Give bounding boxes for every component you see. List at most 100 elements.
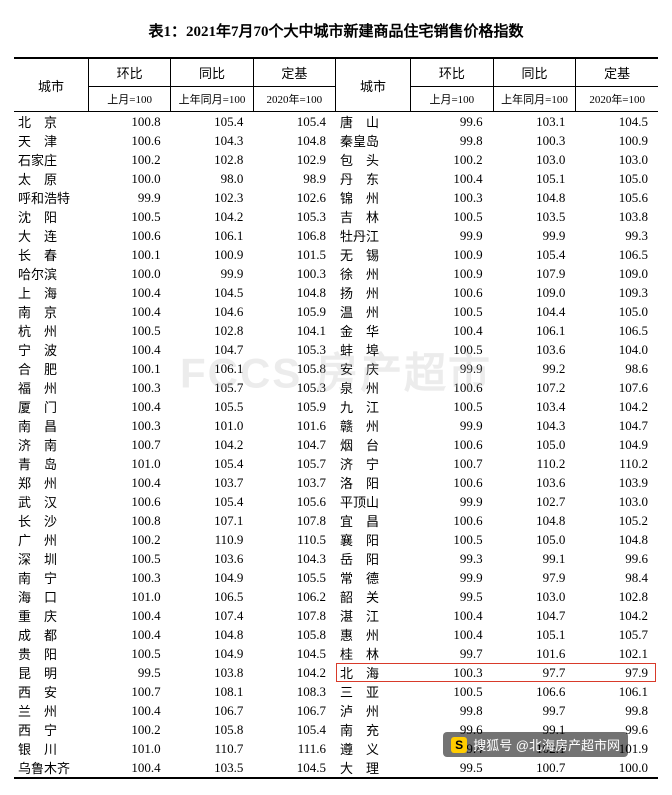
table-row: 沈 阳100.5104.2105.3 bbox=[14, 207, 336, 226]
value-cell: 104.1 bbox=[253, 323, 336, 339]
value-cell: 105.3 bbox=[253, 209, 336, 225]
value-cell: 100.0 bbox=[88, 266, 171, 282]
value-cell: 99.2 bbox=[493, 361, 576, 377]
value-cell: 100.9 bbox=[410, 247, 493, 263]
value-cell: 97.7 bbox=[493, 665, 576, 681]
city-cell: 海 口 bbox=[14, 587, 88, 606]
table-row: 北 海100.397.797.9 bbox=[336, 663, 658, 682]
city-cell: 三 亚 bbox=[336, 682, 410, 701]
value-cell: 104.7 bbox=[493, 608, 576, 624]
city-cell: 重 庆 bbox=[14, 606, 88, 625]
city-cell: 宁 波 bbox=[14, 340, 88, 359]
value-cell: 100.7 bbox=[493, 760, 576, 776]
city-cell: 岳 阳 bbox=[336, 549, 410, 568]
value-cell: 105.3 bbox=[253, 342, 336, 358]
city-cell: 大 连 bbox=[14, 226, 88, 245]
value-cell: 99.8 bbox=[410, 703, 493, 719]
value-cell: 100.4 bbox=[88, 627, 171, 643]
table-row: 南 宁100.3104.9105.5 bbox=[14, 568, 336, 587]
value-cell: 105.0 bbox=[575, 171, 658, 187]
header-fixed-right: 定基 bbox=[576, 59, 658, 87]
city-cell: 赣 州 bbox=[336, 416, 410, 435]
value-cell: 104.9 bbox=[171, 570, 254, 586]
city-cell: 太 原 bbox=[14, 169, 88, 188]
value-cell: 100.4 bbox=[410, 608, 493, 624]
value-cell: 104.8 bbox=[253, 285, 336, 301]
value-cell: 105.5 bbox=[253, 570, 336, 586]
value-cell: 100.5 bbox=[410, 209, 493, 225]
price-index-table: 城市 环比 同比 定基 上月=100 上年同月=100 2020年=100 bbox=[14, 57, 658, 779]
value-cell: 100.0 bbox=[575, 760, 658, 776]
city-cell: 南 京 bbox=[14, 302, 88, 321]
value-cell: 100.7 bbox=[88, 684, 171, 700]
value-cell: 106.8 bbox=[253, 228, 336, 244]
table-row: 西 宁100.2105.8105.4 bbox=[14, 720, 336, 739]
value-cell: 105.5 bbox=[171, 399, 254, 415]
table-row: 杭 州100.5102.8104.1 bbox=[14, 321, 336, 340]
value-cell: 101.0 bbox=[88, 589, 171, 605]
value-cell: 103.8 bbox=[575, 209, 658, 225]
value-cell: 110.5 bbox=[253, 532, 336, 548]
city-cell: 合 肥 bbox=[14, 359, 88, 378]
value-cell: 100.6 bbox=[410, 475, 493, 491]
value-cell: 104.6 bbox=[171, 304, 254, 320]
value-cell: 100.5 bbox=[410, 342, 493, 358]
value-cell: 99.9 bbox=[410, 361, 493, 377]
value-cell: 105.0 bbox=[493, 532, 576, 548]
value-cell: 97.9 bbox=[575, 665, 658, 681]
city-cell: 温 州 bbox=[336, 302, 410, 321]
table-row: 金 华100.4106.1106.5 bbox=[336, 321, 658, 340]
value-cell: 100.6 bbox=[410, 285, 493, 301]
value-cell: 99.1 bbox=[493, 551, 576, 567]
value-cell: 100.3 bbox=[253, 266, 336, 282]
value-cell: 100.5 bbox=[410, 532, 493, 548]
city-cell: 西 安 bbox=[14, 682, 88, 701]
table-row: 西 安100.7108.1108.3 bbox=[14, 682, 336, 701]
value-cell: 109.0 bbox=[493, 285, 576, 301]
value-cell: 104.5 bbox=[253, 760, 336, 776]
value-cell: 99.7 bbox=[410, 646, 493, 662]
city-cell: 深 圳 bbox=[14, 549, 88, 568]
city-cell: 郑 州 bbox=[14, 473, 88, 492]
table-row: 无 锡100.9105.4106.5 bbox=[336, 245, 658, 264]
table-row: 长 沙100.8107.1107.8 bbox=[14, 511, 336, 530]
header-yoy-left: 同比 bbox=[171, 59, 253, 87]
value-cell: 100.4 bbox=[88, 285, 171, 301]
header-yoy-right: 同比 bbox=[494, 59, 577, 87]
value-cell: 100.4 bbox=[410, 627, 493, 643]
value-cell: 100.3 bbox=[410, 190, 493, 206]
city-cell: 沈 阳 bbox=[14, 207, 88, 226]
table-row: 昆 明99.5103.8104.2 bbox=[14, 663, 336, 682]
value-cell: 106.7 bbox=[171, 703, 254, 719]
value-cell: 100.4 bbox=[88, 399, 171, 415]
value-cell: 100.0 bbox=[88, 171, 171, 187]
header-mom-left: 环比 bbox=[89, 59, 171, 87]
value-cell: 105.4 bbox=[253, 114, 336, 130]
value-cell: 106.2 bbox=[253, 589, 336, 605]
value-cell: 104.3 bbox=[171, 133, 254, 149]
city-cell: 常 德 bbox=[336, 568, 410, 587]
value-cell: 110.2 bbox=[493, 456, 576, 472]
city-cell: 洛 阳 bbox=[336, 473, 410, 492]
value-cell: 106.1 bbox=[575, 684, 658, 700]
value-cell: 102.8 bbox=[171, 323, 254, 339]
value-cell: 100.5 bbox=[88, 551, 171, 567]
table-row: 烟 台100.6105.0104.9 bbox=[336, 435, 658, 454]
value-cell: 104.7 bbox=[575, 418, 658, 434]
city-cell: 北 京 bbox=[14, 112, 88, 131]
table-row: 泸 州99.899.799.8 bbox=[336, 701, 658, 720]
value-cell: 102.7 bbox=[493, 494, 576, 510]
value-cell: 105.1 bbox=[493, 627, 576, 643]
table-row: 吉 林100.5103.5103.8 bbox=[336, 207, 658, 226]
table-row: 大 理99.5100.7100.0 bbox=[336, 758, 658, 777]
value-cell: 100.8 bbox=[88, 513, 171, 529]
table-row: 呼和浩特99.9102.3102.6 bbox=[14, 188, 336, 207]
value-cell: 107.6 bbox=[575, 380, 658, 396]
city-cell: 湛 江 bbox=[336, 606, 410, 625]
table-row: 广 州100.2110.9110.5 bbox=[14, 530, 336, 549]
value-cell: 104.3 bbox=[493, 418, 576, 434]
table-row: 重 庆100.4107.4107.8 bbox=[14, 606, 336, 625]
value-cell: 104.5 bbox=[171, 285, 254, 301]
value-cell: 99.8 bbox=[410, 133, 493, 149]
value-cell: 104.8 bbox=[493, 190, 576, 206]
